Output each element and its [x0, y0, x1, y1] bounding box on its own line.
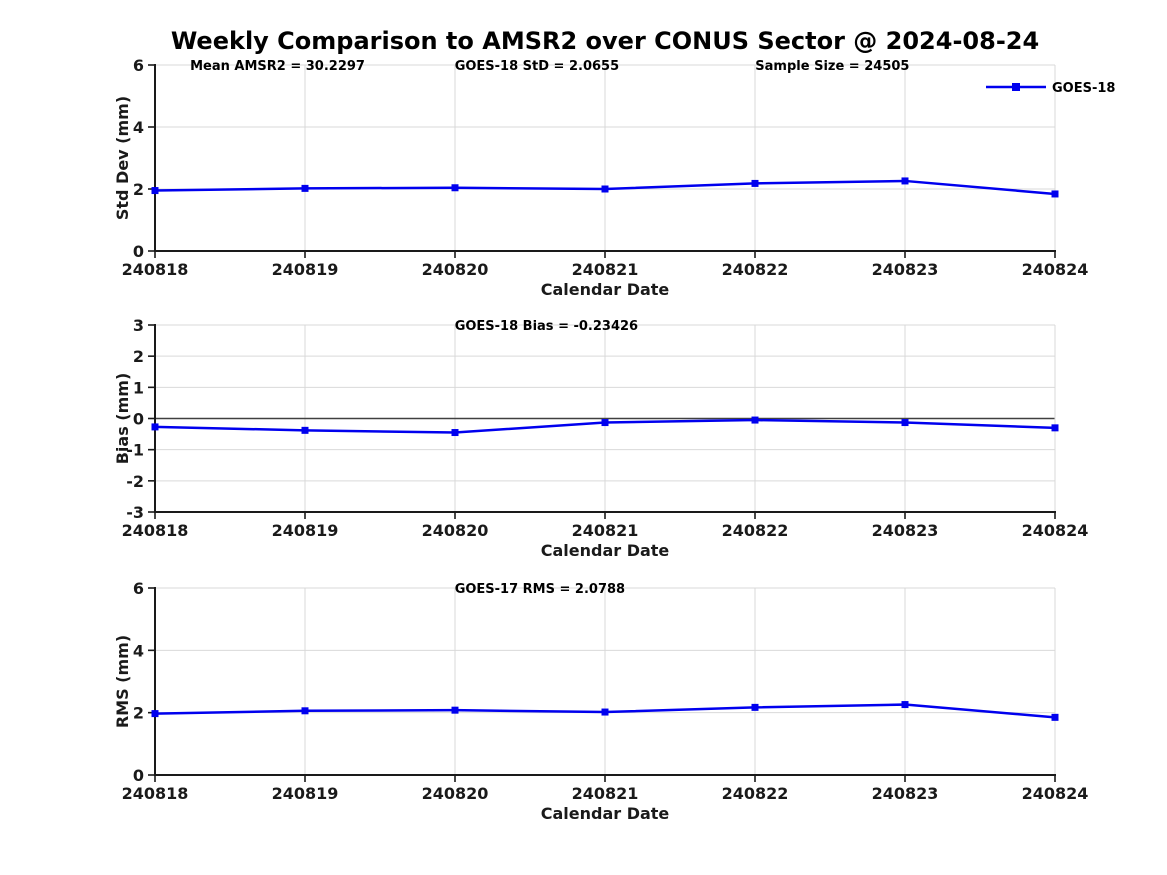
annotation: GOES-18 StD = 2.0655 [455, 59, 619, 74]
y-tick-label: -1 [126, 441, 144, 460]
x-tick-label: 240819 [272, 784, 339, 803]
y-tick-label: 4 [133, 118, 144, 137]
x-tick-label: 240819 [272, 521, 339, 540]
data-point-marker [1051, 190, 1059, 198]
data-point-marker [451, 184, 459, 192]
x-tick-label: 240818 [122, 784, 189, 803]
x-tick-label: 240819 [272, 260, 339, 279]
x-tick-label: 240821 [572, 260, 639, 279]
y-tick-label: 2 [133, 180, 144, 199]
data-point-marker [151, 423, 159, 431]
legend: GOES-18 [986, 81, 1115, 96]
data-point-marker [751, 179, 759, 187]
data-point-marker [1051, 713, 1059, 721]
y-tick-label: 3 [133, 316, 144, 335]
figure-title: Weekly Comparison to AMSR2 over CONUS Se… [170, 27, 1040, 55]
x-axis-label: Calendar Date [541, 804, 670, 823]
y-tick-label: 6 [133, 56, 144, 75]
y-tick-label: 6 [133, 579, 144, 598]
data-point-marker [451, 429, 459, 437]
data-point-marker [751, 416, 759, 424]
x-tick-label: 240820 [422, 784, 489, 803]
y-axis-label: Bias (mm) [113, 373, 132, 465]
data-point-marker [301, 426, 309, 434]
y-tick-label: -3 [126, 503, 144, 522]
y-tick-label: 0 [133, 242, 144, 261]
x-tick-label: 240820 [422, 521, 489, 540]
x-tick-label: 240824 [1022, 260, 1089, 279]
x-axis-label: Calendar Date [541, 280, 670, 299]
data-point-marker [151, 710, 159, 718]
annotation: GOES-18 Bias = -0.23426 [455, 319, 638, 334]
data-point-marker [301, 184, 309, 192]
x-tick-label: 240823 [872, 521, 939, 540]
annotation: Sample Size = 24505 [755, 59, 909, 74]
panel-bias: -3 -2 -1 0 1 2 3 240818 240819 240820 240821 240822… [113, 316, 1088, 560]
x-tick-label: 240820 [422, 260, 489, 279]
y-tick-label: 1 [133, 378, 144, 397]
x-tick-label: 240823 [872, 260, 939, 279]
legend-label: GOES-18 [1052, 81, 1115, 96]
data-point-marker [601, 708, 609, 716]
y-axis-label: RMS (mm) [113, 635, 132, 728]
y-tick-label: 2 [133, 347, 144, 366]
data-point-marker [601, 419, 609, 427]
x-tick-label: 240822 [722, 260, 789, 279]
x-tick-label: 240818 [122, 260, 189, 279]
data-point-marker [901, 177, 909, 185]
data-point-marker [901, 419, 909, 427]
data-point-marker [301, 707, 309, 715]
x-tick-label: 240822 [722, 521, 789, 540]
panel-std-dev: 0 2 4 6 240818 240819 240820 240821 240822 240823… [113, 56, 1115, 299]
y-tick-label: 2 [133, 704, 144, 723]
annotation: Mean AMSR2 = 30.2297 [190, 59, 365, 74]
data-point-marker [901, 701, 909, 709]
x-tick-label: 240824 [1022, 784, 1089, 803]
y-tick-label: 0 [133, 766, 144, 785]
data-point-marker [1051, 424, 1059, 432]
legend-marker [1012, 83, 1020, 91]
y-tick-label: -2 [126, 472, 144, 491]
data-point-marker [601, 185, 609, 193]
panel-rms: 0 2 4 6 240818 240819 240820 240821 240822 240823… [113, 579, 1088, 823]
data-point-marker [751, 703, 759, 711]
x-tick-label: 240824 [1022, 521, 1089, 540]
y-tick-label: 0 [133, 410, 144, 429]
x-tick-label: 240823 [872, 784, 939, 803]
x-tick-label: 240818 [122, 521, 189, 540]
y-tick-label: 4 [133, 641, 144, 660]
x-tick-label: 240821 [572, 521, 639, 540]
x-tick-label: 240822 [722, 784, 789, 803]
data-point-marker [451, 706, 459, 714]
data-point-marker [151, 187, 159, 195]
y-axis-label: Std Dev (mm) [113, 96, 132, 220]
annotation: GOES-17 RMS = 2.0788 [455, 582, 625, 597]
x-axis-label: Calendar Date [541, 541, 670, 560]
x-tick-label: 240821 [572, 784, 639, 803]
